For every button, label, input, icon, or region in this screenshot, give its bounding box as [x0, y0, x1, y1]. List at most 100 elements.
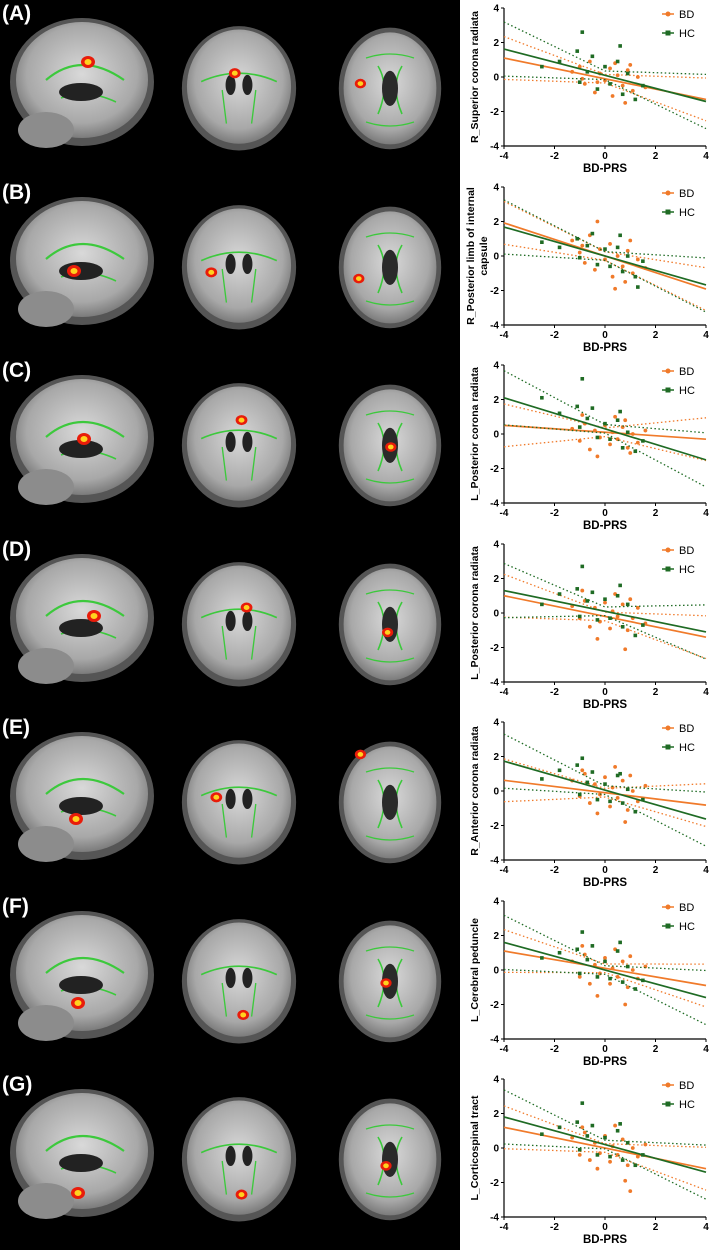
legend-marker — [665, 387, 671, 393]
data-point — [618, 409, 622, 414]
x-tick-label: -4 — [500, 508, 509, 519]
data-point — [620, 1137, 625, 1142]
x-tick-label: -2 — [550, 687, 559, 698]
coronal-brain-image — [181, 383, 297, 508]
confidence-band — [503, 435, 707, 462]
data-point — [585, 416, 590, 421]
confidence-band — [503, 1089, 707, 1146]
y-tick-label: 0 — [493, 430, 499, 441]
x-tick-label: 2 — [653, 1044, 659, 1055]
panel-label: (E) — [2, 716, 30, 739]
x-axis-label: BD-PRS — [583, 342, 627, 354]
legend-label: BD — [679, 188, 694, 200]
data-point — [608, 66, 612, 71]
data-point — [608, 264, 612, 268]
legend-label: HC — [679, 742, 695, 754]
data-point — [590, 943, 595, 948]
data-point — [625, 68, 630, 72]
confidence-band — [503, 615, 707, 659]
data-point — [593, 782, 597, 786]
brain-image-panel: (A) (B) (C) (D) (E) (F) (G) — [0, 0, 460, 1250]
y-tick-label: -4 — [490, 1213, 499, 1224]
legend-marker — [665, 566, 671, 571]
legend-marker — [665, 744, 671, 750]
data-point — [540, 955, 544, 960]
data-point — [577, 974, 582, 979]
legend-marker — [665, 209, 671, 214]
data-point — [623, 418, 628, 423]
x-axis-label: BD-PRS — [583, 1234, 627, 1246]
data-point — [587, 801, 592, 805]
data-point — [580, 413, 585, 417]
y-tick-label: -2 — [490, 107, 499, 118]
data-point — [620, 979, 625, 984]
confidence-band — [503, 21, 707, 76]
data-point — [615, 418, 620, 422]
scatter-svg: -4 -2 0 2 4 -4 -2 0 2 4 BD-PRS R_Superior corona ra… — [469, 4, 709, 176]
confidence-band — [503, 758, 707, 790]
legend-label: BD — [679, 902, 694, 914]
axial-brain-image — [338, 206, 442, 328]
data-point — [557, 411, 562, 416]
data-point — [620, 801, 625, 805]
data-point — [623, 820, 628, 824]
legend-label: BD — [679, 9, 694, 21]
sagittal-brain-image — [10, 375, 154, 505]
data-point — [577, 971, 582, 975]
y-tick-label: 0 — [493, 251, 499, 262]
data-point — [615, 773, 620, 778]
scatter-svg: -4 -2 0 2 4 -4 -2 0 2 4 BD-PRS L_Posterior corona r… — [469, 539, 709, 711]
data-point — [641, 258, 645, 263]
y-tick-label: 0 — [493, 608, 499, 619]
axial-brain-image — [338, 27, 442, 150]
data-point — [608, 1159, 612, 1164]
data-point — [633, 633, 638, 637]
confidence-band — [503, 1105, 707, 1148]
fit-line — [503, 48, 707, 103]
y-tick-label: 4 — [493, 718, 499, 729]
data-point — [633, 274, 638, 278]
axial-brain-image — [338, 563, 442, 685]
legend-label: BD — [679, 545, 694, 557]
legend-marker — [665, 368, 671, 374]
scatter-svg: -4 -2 0 2 4 -4 -2 0 2 4 BD-PRS L_Cerebral peduncle B… — [469, 896, 709, 1068]
data-point — [595, 80, 600, 85]
data-point — [618, 233, 622, 237]
data-point — [580, 943, 585, 948]
legend-label: HC — [679, 1099, 695, 1111]
x-tick-label: 2 — [653, 687, 659, 698]
data-point — [575, 236, 580, 241]
data-point — [610, 965, 615, 970]
data-point — [603, 782, 607, 786]
scatter-svg: -4 -2 0 2 4 -4 -2 0 2 4 BD-PRS R_Posterior limb of … — [465, 182, 709, 354]
confidence-band — [504, 971, 707, 1008]
data-point — [608, 241, 612, 246]
data-point — [623, 1002, 628, 1006]
confidence-band — [503, 914, 707, 971]
data-point — [625, 445, 630, 450]
legend-label: BD — [679, 1080, 694, 1092]
data-point — [615, 593, 620, 598]
data-point — [575, 947, 580, 951]
panel-label: (C) — [2, 359, 32, 382]
data-point — [618, 583, 622, 587]
coronal-brain-image — [181, 204, 297, 329]
legend-label: BD — [679, 366, 694, 378]
data-point — [587, 1158, 592, 1162]
data-point — [557, 950, 562, 955]
data-point — [575, 1120, 580, 1124]
data-point — [625, 984, 630, 989]
y-tick-label: 4 — [493, 182, 499, 193]
data-point — [630, 432, 635, 436]
data-point — [641, 797, 645, 802]
data-point — [587, 447, 592, 452]
data-point — [625, 248, 630, 253]
data-point — [625, 1163, 630, 1168]
x-tick-label: 4 — [703, 1044, 709, 1055]
x-tick-label: 0 — [602, 865, 608, 876]
data-point — [580, 377, 585, 381]
legend-label: HC — [679, 564, 695, 576]
y-tick-label: -4 — [490, 677, 499, 688]
data-point — [595, 87, 600, 91]
data-point — [570, 69, 575, 74]
